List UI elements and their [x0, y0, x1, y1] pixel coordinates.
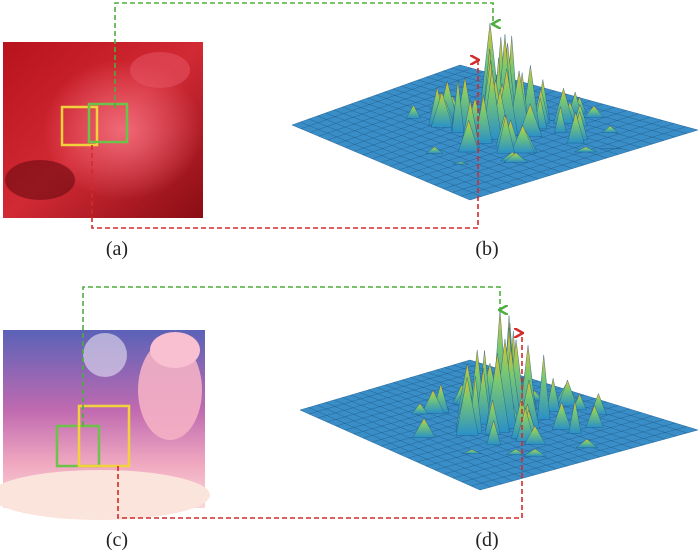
mesh-line [461, 126, 687, 197]
surface-spike [551, 401, 572, 430]
surface-spike [457, 119, 480, 153]
surface-spike [496, 115, 515, 154]
surface-spike [474, 95, 493, 144]
surface-spike [425, 146, 444, 154]
surface-spike [486, 419, 502, 446]
surface-spike [505, 449, 527, 455]
mesh-line [461, 422, 676, 483]
surface-spike [522, 448, 548, 457]
surface-spike [510, 124, 536, 154]
panel-label: (a) [106, 238, 128, 260]
mesh-line [434, 73, 664, 141]
mesh-line [470, 426, 687, 487]
mesh-line [452, 419, 664, 479]
surface-spike [515, 407, 535, 442]
surface-spike [557, 379, 578, 407]
surface-spike [575, 438, 599, 448]
surface-spike [451, 79, 465, 133]
surface-spike [412, 417, 436, 438]
surface-spike [411, 403, 429, 415]
surface-spike [523, 425, 546, 445]
mesh-line [443, 120, 663, 189]
mesh-line [434, 116, 651, 186]
surface-spike [568, 400, 582, 434]
surface-spike [554, 106, 567, 133]
green-arrow [114, 2, 493, 108]
surface-spike [430, 91, 454, 128]
red-arrow [91, 60, 478, 229]
surface-spike [503, 152, 529, 163]
surface-spike [455, 377, 479, 436]
red-arrow [117, 333, 522, 519]
panel-label: (c) [106, 529, 128, 550]
surface-spike [461, 449, 482, 454]
mesh-line [443, 415, 653, 475]
surface-spike [583, 105, 605, 118]
image-a [3, 42, 203, 218]
mesh-line [452, 123, 675, 193]
surface-spike [421, 389, 445, 414]
surface-spike [567, 111, 585, 144]
green-arrow [82, 286, 500, 426]
surface-d [299, 309, 699, 491]
surface-spike [585, 404, 604, 428]
surface-spike [546, 378, 561, 412]
surface-spike [452, 161, 469, 165]
panel-label: (b) [475, 238, 498, 260]
image-c [0, 330, 210, 520]
surface-spike [537, 354, 551, 420]
panel-label: (d) [475, 529, 498, 550]
surface-spike [601, 125, 619, 133]
surface-spike [405, 104, 421, 119]
surface-b [291, 22, 699, 201]
surface-spike [574, 146, 598, 153]
